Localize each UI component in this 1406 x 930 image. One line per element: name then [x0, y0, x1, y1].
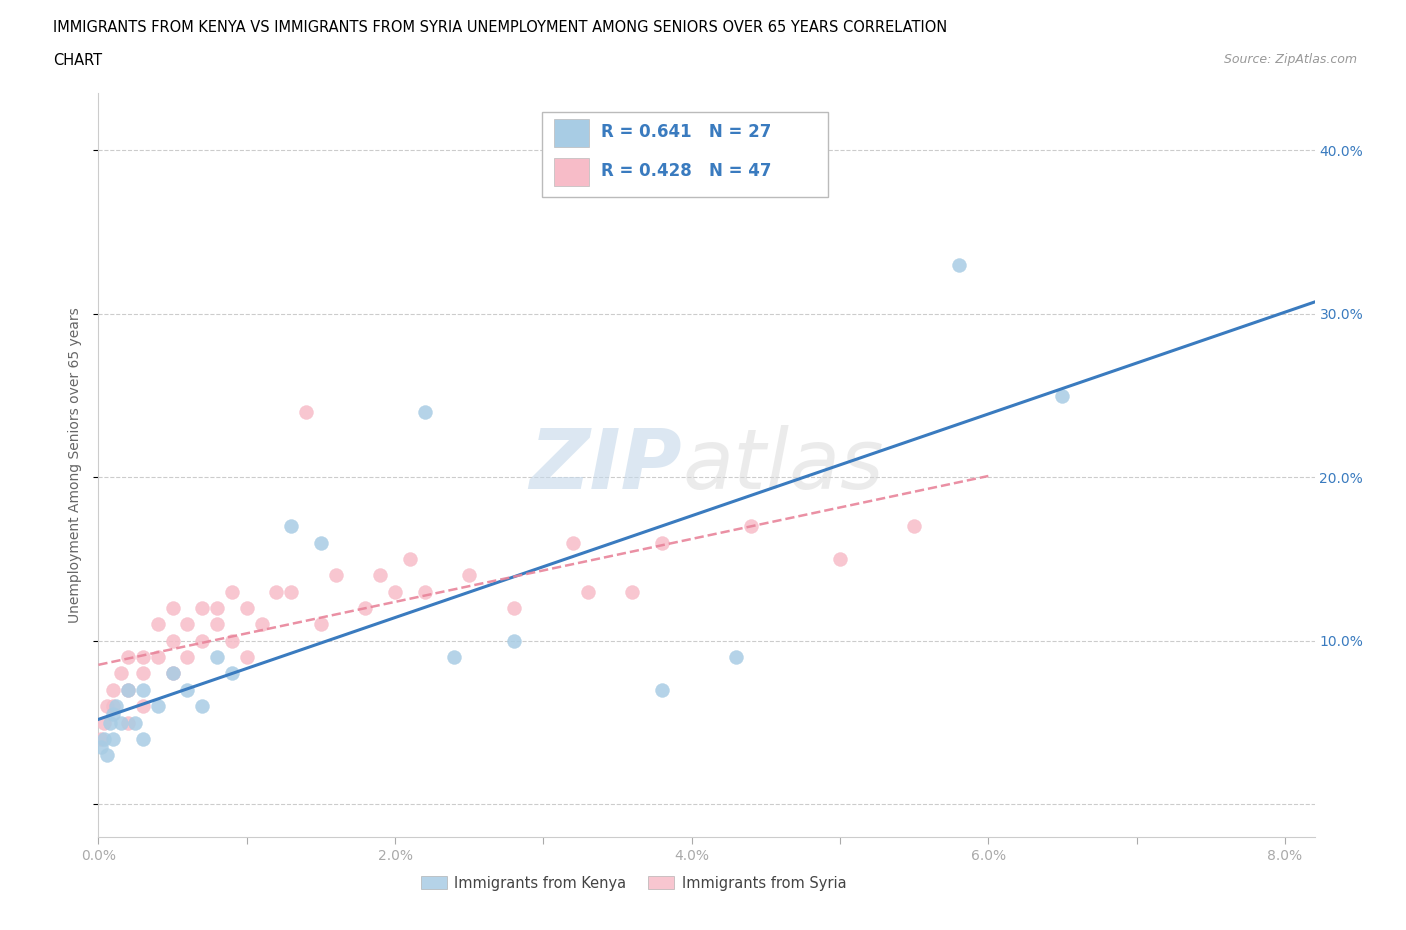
- Point: [103, 698, 125, 713]
- Point: [103, 683, 125, 698]
- Point: [948, 258, 970, 272]
- Point: [443, 650, 465, 665]
- Point: [235, 650, 257, 665]
- Point: [205, 601, 228, 616]
- Point: [413, 405, 436, 419]
- FancyBboxPatch shape: [543, 112, 828, 197]
- FancyBboxPatch shape: [554, 158, 589, 186]
- Point: [384, 584, 406, 599]
- Point: [458, 568, 481, 583]
- Point: [205, 650, 228, 665]
- Point: [725, 650, 748, 665]
- Text: CHART: CHART: [53, 53, 103, 68]
- Point: [221, 633, 243, 648]
- Text: Source: ZipAtlas.com: Source: ZipAtlas.com: [1223, 53, 1357, 66]
- Text: ZIP: ZIP: [530, 424, 682, 506]
- Point: [413, 584, 436, 599]
- Point: [309, 536, 332, 551]
- Point: [146, 698, 169, 713]
- Point: [117, 650, 139, 665]
- Point: [162, 633, 184, 648]
- Point: [93, 715, 115, 730]
- Point: [110, 715, 132, 730]
- Point: [502, 633, 524, 648]
- Point: [250, 617, 273, 631]
- Point: [103, 732, 125, 747]
- Point: [295, 405, 318, 419]
- Point: [235, 601, 257, 616]
- Point: [651, 536, 673, 551]
- Point: [325, 568, 347, 583]
- Point: [146, 650, 169, 665]
- Point: [191, 601, 214, 616]
- Point: [93, 732, 115, 747]
- Point: [105, 698, 128, 713]
- Point: [399, 551, 422, 566]
- Point: [191, 698, 214, 713]
- Point: [117, 683, 139, 698]
- Point: [903, 519, 925, 534]
- Text: R = 0.428   N = 47: R = 0.428 N = 47: [600, 162, 772, 180]
- Point: [740, 519, 762, 534]
- Point: [1052, 388, 1074, 403]
- Point: [309, 617, 332, 631]
- Point: [132, 732, 155, 747]
- Point: [828, 551, 851, 566]
- Point: [354, 601, 377, 616]
- Point: [117, 683, 139, 698]
- Point: [162, 601, 184, 616]
- Point: [562, 536, 585, 551]
- Point: [162, 666, 184, 681]
- Point: [280, 519, 302, 534]
- Point: [266, 584, 288, 599]
- Point: [576, 584, 599, 599]
- Text: atlas: atlas: [682, 424, 884, 506]
- Point: [146, 617, 169, 631]
- Legend: Immigrants from Kenya, Immigrants from Syria: Immigrants from Kenya, Immigrants from S…: [415, 870, 852, 897]
- Point: [221, 666, 243, 681]
- Point: [191, 633, 214, 648]
- FancyBboxPatch shape: [554, 119, 589, 147]
- Point: [90, 732, 112, 747]
- Point: [98, 715, 121, 730]
- Y-axis label: Unemployment Among Seniors over 65 years: Unemployment Among Seniors over 65 years: [69, 307, 83, 623]
- Point: [502, 601, 524, 616]
- Point: [96, 748, 118, 763]
- Point: [90, 739, 112, 754]
- Point: [110, 666, 132, 681]
- Point: [176, 617, 198, 631]
- Point: [176, 683, 198, 698]
- Point: [124, 715, 146, 730]
- Text: IMMIGRANTS FROM KENYA VS IMMIGRANTS FROM SYRIA UNEMPLOYMENT AMONG SENIORS OVER 6: IMMIGRANTS FROM KENYA VS IMMIGRANTS FROM…: [53, 20, 948, 35]
- Point: [132, 698, 155, 713]
- Text: R = 0.641   N = 27: R = 0.641 N = 27: [600, 124, 770, 141]
- Point: [117, 715, 139, 730]
- Point: [205, 617, 228, 631]
- Point: [621, 584, 644, 599]
- Point: [280, 584, 302, 599]
- Point: [651, 683, 673, 698]
- Point: [132, 666, 155, 681]
- Point: [162, 666, 184, 681]
- Point: [103, 707, 125, 722]
- Point: [368, 568, 391, 583]
- Point: [132, 650, 155, 665]
- Point: [96, 698, 118, 713]
- Point: [132, 683, 155, 698]
- Point: [221, 584, 243, 599]
- Point: [176, 650, 198, 665]
